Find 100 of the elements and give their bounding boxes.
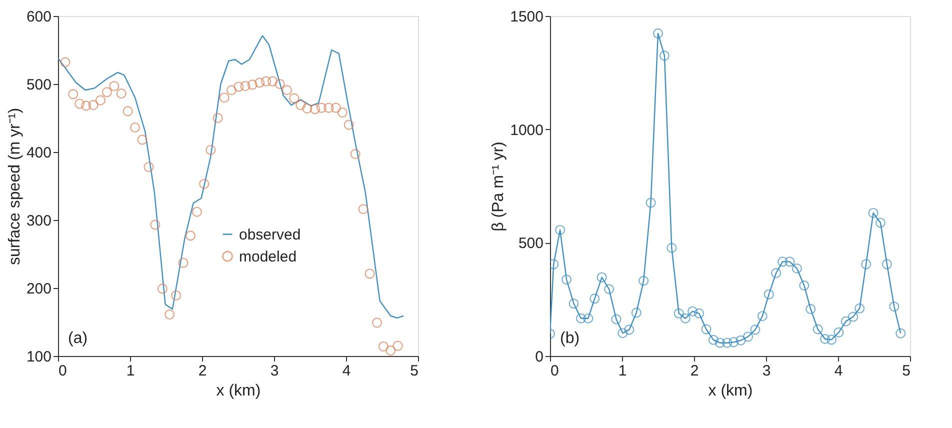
point (596, 272, 607, 282)
point (74, 98, 85, 109)
point (820, 334, 830, 344)
point (680, 313, 690, 324)
point (666, 242, 677, 253)
point (330, 102, 341, 113)
point (562, 274, 572, 285)
point (882, 259, 892, 270)
point (378, 341, 388, 352)
point (764, 289, 774, 300)
point (234, 82, 244, 92)
point (583, 313, 594, 324)
point (122, 106, 133, 116)
point (268, 76, 278, 86)
point (694, 308, 704, 318)
point (834, 327, 844, 338)
point (812, 324, 823, 334)
point (88, 100, 98, 110)
point (714, 338, 725, 348)
point (95, 95, 106, 106)
point (171, 290, 182, 300)
point (392, 340, 403, 351)
point (688, 306, 698, 316)
point (875, 218, 886, 228)
point (728, 337, 739, 348)
point (192, 206, 202, 217)
y-tick-label: 100 (26, 348, 52, 366)
annotation: (a) (68, 330, 88, 347)
point (806, 304, 816, 314)
x-tick-label: 0 (58, 362, 67, 380)
point (799, 280, 810, 291)
point (274, 78, 285, 90)
y-axis-title: surface speed (m yr⁻¹) (6, 108, 24, 266)
point (624, 324, 634, 335)
point (358, 204, 368, 214)
point (638, 276, 649, 286)
point (337, 108, 348, 118)
point (771, 268, 782, 278)
point (848, 312, 858, 322)
point (750, 324, 760, 335)
legend-label: observed (239, 226, 301, 244)
point (144, 162, 154, 172)
point (896, 328, 906, 338)
y-tick-label: 400 (26, 144, 52, 162)
point (164, 310, 175, 320)
point (109, 81, 120, 92)
point (324, 102, 334, 113)
y-axis-title: β (Pa m⁻¹ yr) (490, 142, 508, 232)
point (757, 311, 768, 322)
point (590, 294, 600, 304)
x-tick-label: 3 (270, 362, 279, 380)
x-tick-label: 4 (834, 362, 843, 380)
point (316, 102, 327, 113)
point (226, 85, 237, 96)
point (604, 284, 614, 294)
point (157, 284, 168, 294)
point (555, 224, 566, 235)
point (212, 112, 223, 124)
y-tick-label: 1500 (510, 8, 544, 26)
x-tick-label: 4 (342, 362, 351, 380)
point (708, 334, 718, 345)
point (310, 104, 320, 114)
point (137, 134, 148, 145)
point (261, 76, 272, 86)
legend-label: modeled (239, 248, 297, 266)
point (736, 335, 746, 346)
point (282, 85, 292, 96)
point (199, 178, 210, 189)
point (81, 100, 92, 111)
x-tick-label: 2 (690, 362, 699, 380)
point (150, 220, 160, 230)
point (364, 268, 375, 279)
point (60, 57, 70, 68)
point (784, 256, 795, 267)
point (861, 259, 872, 270)
point (550, 259, 559, 270)
y-tick-label: 300 (26, 212, 52, 230)
point (701, 324, 712, 334)
point (206, 144, 216, 155)
point (889, 302, 900, 312)
annotation: (b) (560, 330, 580, 347)
point (722, 338, 732, 348)
point (826, 334, 837, 345)
point (302, 103, 312, 114)
point (185, 230, 196, 241)
point (652, 28, 664, 38)
point (116, 88, 126, 99)
point (659, 50, 670, 61)
point (68, 89, 78, 100)
x-tick-label: 3 (762, 362, 771, 380)
point (240, 81, 250, 92)
point (254, 78, 265, 88)
point (219, 92, 230, 103)
point (576, 313, 586, 324)
point (840, 316, 851, 326)
x-tick-label: 0 (550, 362, 559, 380)
point (372, 318, 382, 328)
y-tick-label: 0 (535, 348, 544, 366)
point (854, 303, 865, 314)
point (868, 208, 878, 218)
